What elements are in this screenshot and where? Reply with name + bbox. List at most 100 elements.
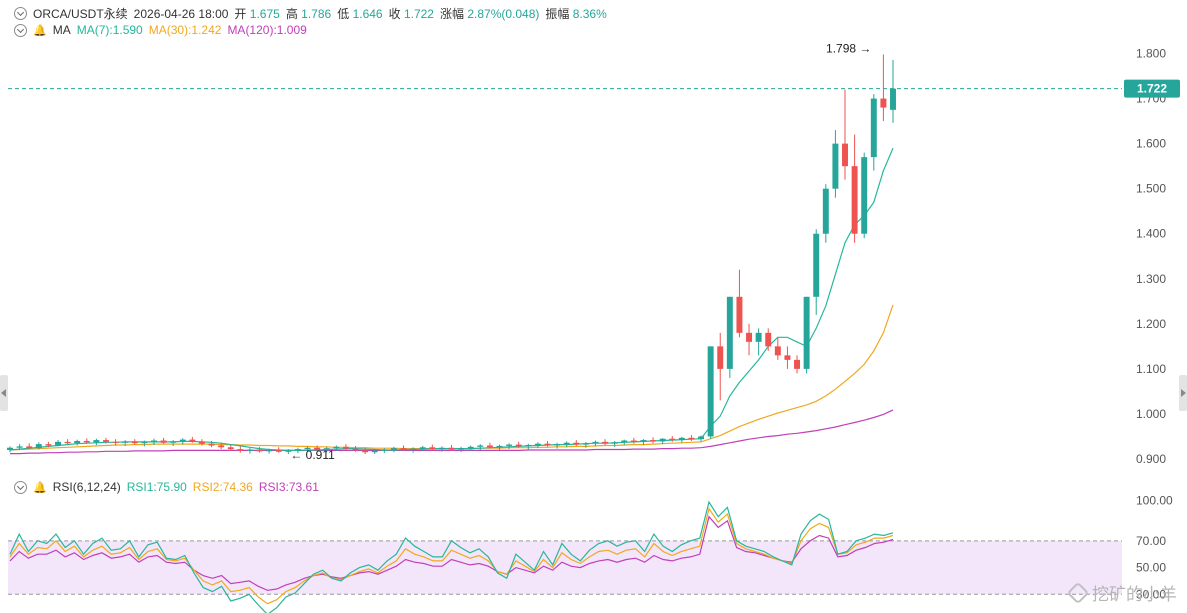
candle-body: [659, 438, 666, 442]
rsi3-value: RSI3:73.61: [258, 480, 319, 494]
candle: [554, 442, 561, 449]
candle-body: [419, 447, 426, 449]
candle: [35, 442, 42, 450]
candle-body: [746, 332, 753, 342]
candle-body: [544, 443, 551, 446]
candle-body: [227, 447, 234, 450]
ma120-value: MA(120):1.009: [227, 23, 307, 37]
ma30-value: MA(30):1.242: [148, 23, 222, 37]
candle-body: [496, 445, 503, 448]
candle: [602, 439, 609, 446]
price-tick-label: 1.600: [1136, 137, 1166, 151]
candle: [669, 436, 676, 442]
candle: [573, 440, 580, 446]
candle-body: [362, 450, 369, 453]
candle: [746, 323, 753, 356]
candle: [640, 439, 647, 446]
candle-body: [650, 440, 657, 442]
bell-icon[interactable]: 🔔: [33, 481, 47, 494]
candle-body: [400, 448, 407, 450]
candle: [16, 444, 23, 450]
candle-body: [170, 441, 177, 443]
candle-body: [256, 449, 263, 452]
candle-body: [813, 233, 820, 297]
candle-body: [342, 446, 349, 449]
candle-body: [755, 332, 762, 342]
candle-body: [103, 440, 109, 442]
ma30-line: [9, 304, 894, 451]
low-value: 1.646: [352, 7, 383, 21]
chevron-down-icon[interactable]: [14, 7, 27, 20]
candle-body: [285, 450, 292, 452]
candle-body: [717, 346, 724, 369]
candle-body: [390, 448, 397, 450]
candle-body: [736, 296, 743, 333]
candle: [630, 437, 637, 444]
candle: [525, 443, 532, 450]
change-value: 2.87%(0.048): [467, 7, 540, 21]
candle: [544, 440, 551, 447]
candle-body: [323, 448, 330, 450]
price-axis: 1.8001.7001.6001.5001.4001.3001.2001.100…: [1136, 47, 1166, 466]
candle: [832, 130, 839, 198]
low-price-label: ← 0.911: [290, 448, 335, 462]
candle-body: [35, 444, 42, 449]
price-tick-label: 1.000: [1136, 407, 1166, 421]
price-tick-label: 1.400: [1136, 227, 1166, 241]
candle-body: [726, 296, 733, 369]
candle: [870, 94, 877, 171]
candle-body: [832, 143, 839, 189]
scroll-left-handle[interactable]: [0, 375, 8, 411]
candle-body: [429, 447, 436, 450]
candle-body: [573, 442, 580, 445]
candle: [103, 437, 109, 444]
candle: [698, 435, 705, 442]
candle-body: [707, 346, 714, 437]
price-tick-label: 1.500: [1136, 182, 1166, 196]
candle-body: [515, 444, 522, 447]
candle: [323, 446, 330, 453]
candle: [256, 446, 263, 453]
candle-body: [851, 166, 858, 234]
price-tick-label: 1.800: [1136, 47, 1166, 61]
candle: [74, 439, 81, 446]
candle: [227, 444, 234, 451]
candle: [563, 441, 570, 448]
datetime-label: 2026-04-26 18:00: [133, 6, 229, 21]
candle: [7, 446, 13, 453]
candle: [189, 436, 196, 443]
candle: [93, 438, 100, 446]
candle: [659, 438, 666, 445]
candle: [582, 441, 589, 448]
candle: [237, 446, 244, 453]
rsi-pane: 100.00 70.00 50.00 30.00: [8, 494, 1173, 613]
candle: [755, 328, 762, 356]
rsi-tick-label: 70.00: [1136, 534, 1166, 548]
candle-body: [803, 296, 810, 369]
candle-body: [314, 447, 321, 450]
bell-icon[interactable]: 🔔: [33, 24, 47, 37]
candle: [112, 439, 119, 446]
candle: [707, 346, 714, 439]
high-price-label: 1.798 →: [826, 41, 871, 55]
chevron-down-icon[interactable]: [14, 480, 27, 494]
candle: [390, 446, 397, 453]
candle-body: [438, 447, 445, 450]
candle-body: [448, 447, 455, 450]
rsi-label: RSI(6,12,24): [52, 480, 121, 494]
rsi3-line: [9, 515, 894, 591]
candle-body: [64, 441, 71, 444]
scroll-right-handle[interactable]: [1179, 375, 1187, 411]
candle: [333, 445, 340, 451]
chevron-down-icon[interactable]: [14, 23, 27, 37]
candle: [179, 438, 186, 445]
candle-body: [467, 446, 474, 449]
rsi-legend: 🔔 RSI(6,12,24) RSI1:75.90 RSI2:74.36 RSI…: [14, 480, 319, 494]
rsi-tick-label: 50.00: [1136, 561, 1166, 575]
candle-body: [150, 440, 157, 442]
candle-body: [26, 446, 33, 449]
candle-body: [352, 448, 359, 451]
amplitude-value: 8.36%: [572, 7, 607, 21]
